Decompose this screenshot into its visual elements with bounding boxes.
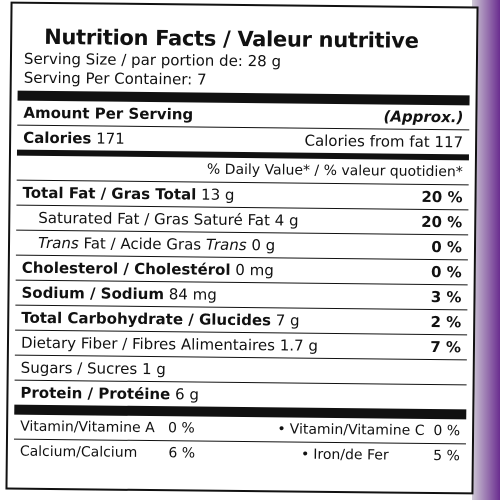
calories-from-fat: Calories from fat 117	[304, 131, 464, 152]
nutrient-row-sugars: Sugars / Sucres 1 g	[14, 354, 467, 385]
amount-per-serving: Amount Per Serving	[23, 103, 194, 124]
vitamin-row-1: Vitamin/Vitamine A 0 % • Vitamin/Vitamine…	[20, 418, 461, 440]
nutrient-row-total-carbohydrate: Total Carbohydrate / Glucides 7 g 2 %	[15, 304, 468, 335]
nutrient-row-total-fat: Total Fat / Gras Total 13 g 20 %	[16, 179, 469, 210]
calories: Calories 171	[23, 128, 125, 148]
approx-note: (Approx.)	[383, 107, 464, 127]
calories-row: Calories 171 Calories from fat 117	[17, 124, 470, 155]
nutrient-row-cholesterol: Cholesterol / Cholestérol 0 mg 0 %	[15, 254, 468, 285]
amount-per-serving-row: Amount Per Serving (Approx.)	[17, 101, 469, 130]
vitamin-row-2: Calcium/Calcium 6 % • Iron/de Fer 5 %	[13, 438, 466, 469]
servings-per-container: Serving Per Container: 7	[23, 68, 207, 89]
nutrient-row-trans-fat: Trans Fat / Acide Gras Trans 0 g 0 %	[15, 229, 469, 260]
nutrition-facts-label: Nutrition Facts / Valeur nutritive Servi…	[5, 1, 479, 495]
nutrient-row-sodium: Sodium / Sodium 84 mg 3 %	[15, 279, 468, 310]
nutrient-row-dietary-fiber: Dietary Fiber / Fibres Alimentaires 1.7 …	[14, 329, 468, 360]
nutrient-row-protein: Protein / Protéine 6 g	[14, 379, 467, 410]
nutrient-row-saturated-fat: Saturated Fat / Gras Saturé Fat 4 g 20 %	[16, 204, 469, 235]
